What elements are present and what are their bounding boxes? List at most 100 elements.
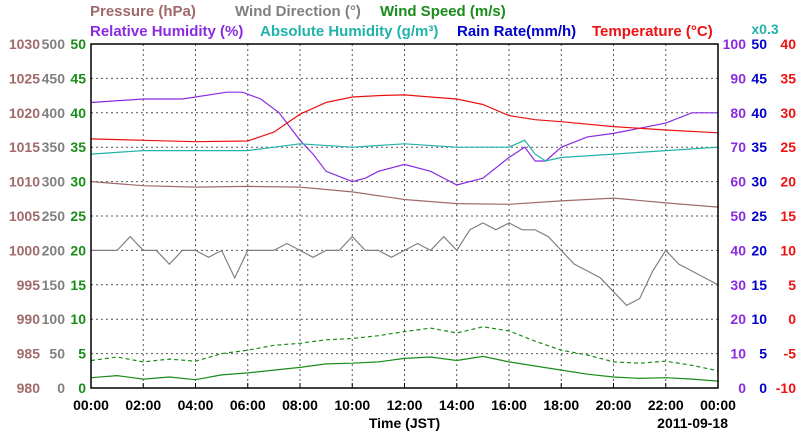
y-tick-label-pressure: 1020 [9, 105, 40, 121]
y-tick-label-temp: 15 [780, 208, 796, 224]
series-line-temp [90, 94, 719, 143]
y-tick-label-rh: 100 [723, 36, 747, 52]
y-tick-label-wind_speed: 35 [70, 139, 86, 155]
x-tick-label: 00:00 [73, 397, 109, 413]
legend-label-wind_speed: Wind Speed (m/s) [380, 3, 506, 20]
y-tick-label-pressure: 990 [17, 311, 41, 327]
x-tick-label: 14:00 [439, 397, 475, 413]
y-tick-label-temp: 10 [780, 242, 796, 258]
y-tick-label-rh: 60 [730, 174, 746, 190]
legend-label-temp: Temperature (°C) [592, 23, 713, 40]
y-tick-label-wind_speed: 40 [70, 105, 86, 121]
x-tick-label: 08:00 [282, 397, 318, 413]
y-tick-label-wind_dir: 300 [42, 174, 66, 190]
x-tick-label: 20:00 [596, 397, 632, 413]
y-tick-label-temp: 40 [780, 36, 796, 52]
y-tick-label-wind_speed: 15 [70, 277, 86, 293]
series-line-pressure [90, 181, 719, 208]
y-tick-label-wind_speed: 45 [70, 70, 86, 86]
y-tick-label-rh: 10 [730, 346, 746, 362]
x-axis-title: Time (JST) [369, 415, 440, 431]
y-tick-label-temp: -5 [784, 346, 797, 362]
y-tick-label-rain: 0 [759, 380, 767, 396]
y-tick-label-pressure: 1030 [9, 36, 40, 52]
legend-label-rh: Relative Humidity (%) [90, 23, 243, 40]
legend-label-pressure: Pressure (hPa) [90, 3, 196, 20]
y-tick-label-rain: 5 [759, 346, 767, 362]
y-tick-label-rain: 10 [751, 311, 767, 327]
series-line-rh [90, 91, 718, 186]
y-tick-label-pressure: 995 [17, 277, 41, 293]
y-tick-label-temp: 5 [788, 277, 796, 293]
y-tick-label-rain: 30 [751, 174, 767, 190]
series-line-wind_dir [91, 222, 719, 307]
y-tick-label-wind_speed: 0 [78, 380, 86, 396]
y-tick-label-wind_speed: 25 [70, 208, 86, 224]
y-tick-label-pressure: 1025 [9, 70, 40, 86]
y-tick-label-wind_dir: 350 [42, 139, 66, 155]
y-tick-label-temp: -10 [776, 380, 796, 396]
ah-scale-note: x0.3 [751, 21, 778, 37]
y-tick-label-wind_dir: 50 [49, 346, 65, 362]
y-tick-label-temp: 20 [780, 174, 796, 190]
y-tick-label-rh: 80 [730, 105, 746, 121]
y-tick-label-pressure: 1015 [9, 139, 40, 155]
x-tick-label: 02:00 [125, 397, 161, 413]
x-tick-label: 22:00 [648, 397, 684, 413]
series-line-ah [90, 139, 719, 162]
date-label: 2011-09-18 [657, 415, 728, 431]
y-tick-label-rh: 50 [730, 208, 746, 224]
y-tick-label-rain: 50 [751, 36, 767, 52]
y-tick-label-wind_dir: 100 [42, 311, 66, 327]
series-line-wind_speed-gust [90, 326, 719, 372]
x-tick-label: 16:00 [491, 397, 527, 413]
x-tick-label: 00:00 [700, 397, 736, 413]
y-tick-label-pressure: 1000 [9, 242, 40, 258]
y-tick-label-rain: 25 [751, 208, 767, 224]
y-tick-label-pressure: 1005 [9, 208, 40, 224]
y-tick-label-wind_dir: 450 [42, 70, 66, 86]
legend-layer: Pressure (hPa) Wind Direction (°) Wind Spe… [90, 3, 779, 40]
y-tick-label-rain: 15 [751, 277, 767, 293]
legend-label-ah: Absolute Humidity (g/m³) [260, 23, 438, 40]
y-tick-label-temp: 0 [788, 311, 796, 327]
y-tick-label-rh: 90 [730, 70, 746, 86]
series-line-wind_speed [90, 355, 719, 382]
y-tick-label-rh: 70 [730, 139, 746, 155]
y-tick-label-wind_dir: 400 [42, 105, 66, 121]
y-tick-label-rh: 30 [730, 277, 746, 293]
y-tick-label-temp: 25 [780, 139, 796, 155]
y-tick-label-rain: 35 [751, 139, 767, 155]
y-tick-label-wind_speed: 30 [70, 174, 86, 190]
y-tick-label-wind_dir: 500 [42, 36, 66, 52]
y-tick-label-rh: 0 [738, 380, 746, 396]
y-tick-label-pressure: 985 [17, 346, 41, 362]
y-tick-label-rh: 20 [730, 311, 746, 327]
y-tick-label-wind_speed: 10 [70, 311, 86, 327]
series-layer [90, 91, 719, 382]
x-tick-label: 10:00 [334, 397, 370, 413]
y-tick-label-wind_dir: 0 [57, 380, 65, 396]
x-tick-label: 06:00 [230, 397, 266, 413]
x-tick-label: 18:00 [543, 397, 579, 413]
y-tick-label-rh: 40 [730, 242, 746, 258]
y-tick-label-wind_dir: 150 [42, 277, 66, 293]
y-tick-label-wind_dir: 250 [42, 208, 66, 224]
y-tick-label-wind_speed: 5 [78, 346, 86, 362]
y-tick-label-wind_speed: 50 [70, 36, 86, 52]
y-tick-label-temp: 30 [780, 105, 796, 121]
x-tick-label: 04:00 [178, 397, 214, 413]
x-tick-label: 12:00 [387, 397, 423, 413]
y-tick-label-wind_speed: 20 [70, 242, 86, 258]
y-tick-label-temp: 35 [780, 70, 796, 86]
y-tick-label-pressure: 980 [17, 380, 41, 396]
grid-layer [91, 44, 718, 388]
y-tick-label-rain: 20 [751, 242, 767, 258]
y-tick-label-pressure: 1010 [9, 174, 40, 190]
y-tick-label-rain: 40 [751, 105, 767, 121]
y-tick-label-rain: 45 [751, 70, 767, 86]
legend-label-wind_dir: Wind Direction (°) [235, 3, 361, 20]
axis-layer: 00:00 02:00 04:00 06:00 08:00 10:00 12:00 14:00… [9, 36, 796, 431]
